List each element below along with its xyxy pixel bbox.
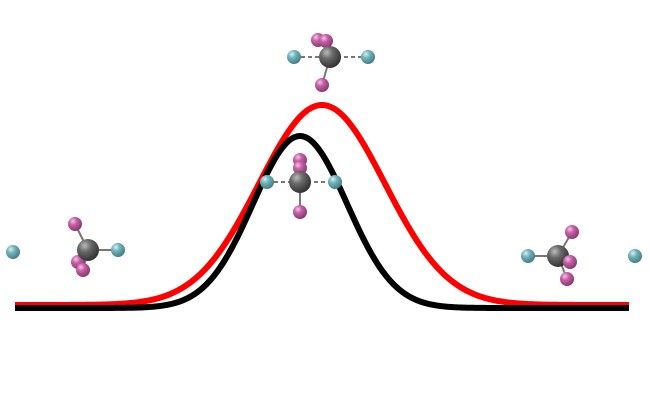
pink-halogen-atom bbox=[563, 255, 577, 269]
transition-state-red-molecule bbox=[287, 33, 375, 92]
pink-halogen-atom bbox=[68, 217, 82, 231]
cyan-halogen-atom bbox=[521, 249, 535, 263]
pink-halogen-atom bbox=[315, 78, 329, 92]
pink-halogen-atom bbox=[560, 272, 574, 286]
reactant-molecule bbox=[6, 217, 125, 277]
cyan-halogen-atom bbox=[361, 50, 375, 64]
pink-halogen-atom bbox=[293, 161, 307, 175]
pink-halogen-atom bbox=[319, 34, 333, 48]
energy-curves bbox=[14, 102, 630, 311]
black-energy-profile bbox=[14, 133, 630, 311]
transition-state-black-molecule bbox=[260, 153, 342, 219]
cyan-halogen-atom bbox=[287, 50, 301, 64]
pink-halogen-atom bbox=[293, 205, 307, 219]
pink-halogen-atom bbox=[565, 225, 579, 239]
carbon-atom bbox=[77, 239, 99, 261]
product-molecule bbox=[521, 225, 642, 286]
cyan-halogen-atom bbox=[6, 245, 20, 259]
carbon-atom bbox=[319, 46, 341, 68]
cyan-halogen-atom bbox=[328, 175, 342, 189]
cyan-halogen-atom bbox=[111, 243, 125, 257]
pink-halogen-atom bbox=[76, 263, 90, 277]
molecules bbox=[6, 33, 642, 286]
cyan-halogen-atom bbox=[628, 249, 642, 263]
carbon-atom bbox=[289, 171, 311, 193]
cyan-halogen-atom bbox=[260, 175, 274, 189]
red-energy-profile bbox=[14, 102, 630, 308]
